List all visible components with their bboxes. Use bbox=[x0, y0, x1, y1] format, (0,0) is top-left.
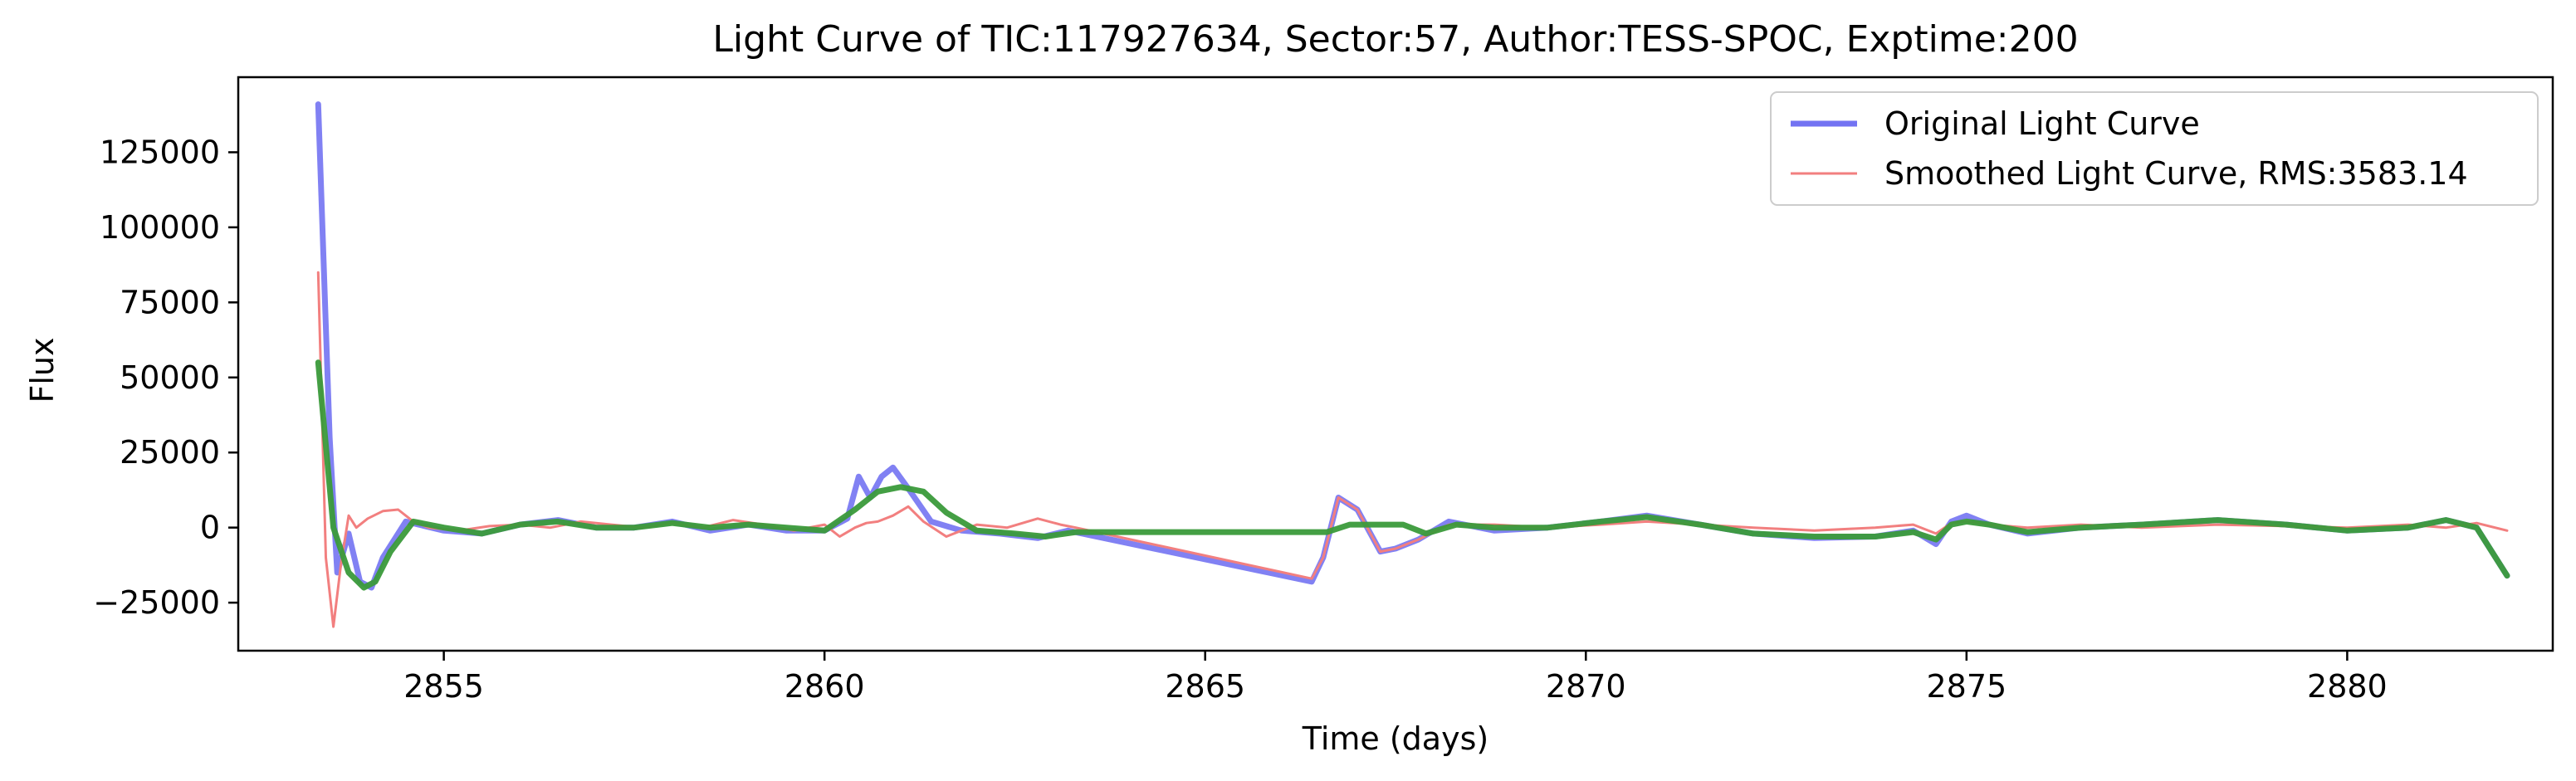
y-tick-label: 25000 bbox=[120, 434, 220, 471]
x-tick-label: 2865 bbox=[1165, 668, 1245, 705]
plot-area-frame bbox=[237, 76, 2554, 652]
y-axis-ticks: −25000 0 25000 50000 75000 100000 125000 bbox=[93, 134, 238, 621]
x-tick-label: 2855 bbox=[403, 668, 484, 705]
legend: Original Light Curve Smoothed Light Curv… bbox=[1770, 91, 2539, 206]
series-layer bbox=[315, 101, 2510, 628]
y-tick-label: 0 bbox=[200, 510, 220, 546]
series-line-trend bbox=[315, 359, 2510, 591]
chart-title: Light Curve of TIC:117927634, Sector:57,… bbox=[712, 18, 2078, 61]
x-tick-label: 2860 bbox=[785, 668, 865, 705]
legend-label-smoothed: Smoothed Light Curve, RMS:3583.14 bbox=[1884, 155, 2468, 192]
legend-label-original: Original Light Curve bbox=[1884, 105, 2200, 142]
y-tick-label: −25000 bbox=[93, 584, 220, 621]
y-tick-label: 125000 bbox=[100, 134, 220, 170]
y-tick-label: 50000 bbox=[120, 359, 220, 396]
x-tick-label: 2870 bbox=[1546, 668, 1626, 705]
x-tick-label: 2875 bbox=[1926, 668, 2007, 705]
x-tick-label: 2880 bbox=[2307, 668, 2388, 705]
y-axis-label: Flux bbox=[24, 338, 61, 403]
x-axis-ticks: 2855 2860 2865 2870 2875 2880 bbox=[403, 651, 2388, 705]
series-line-smoothed bbox=[316, 271, 2509, 628]
y-tick-label: 100000 bbox=[100, 209, 220, 246]
y-tick-label: 75000 bbox=[120, 284, 220, 320]
x-axis-label: Time (days) bbox=[1302, 720, 1488, 757]
legend-box bbox=[1770, 91, 2539, 206]
